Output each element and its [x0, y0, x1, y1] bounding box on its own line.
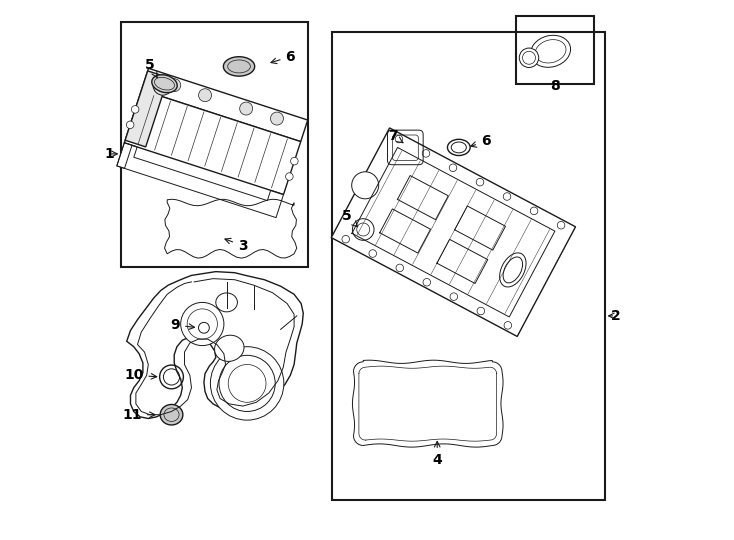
Ellipse shape [154, 77, 175, 90]
Circle shape [504, 322, 512, 329]
Circle shape [519, 48, 539, 68]
Text: 6: 6 [470, 134, 490, 149]
Polygon shape [352, 360, 503, 447]
Circle shape [396, 264, 404, 272]
Ellipse shape [164, 408, 179, 421]
Circle shape [557, 221, 565, 229]
Circle shape [422, 150, 430, 157]
Circle shape [369, 250, 377, 258]
Text: 4: 4 [432, 441, 442, 467]
Ellipse shape [503, 257, 523, 283]
Text: 7: 7 [388, 129, 403, 143]
Polygon shape [127, 272, 303, 418]
Text: 1: 1 [104, 147, 114, 161]
Bar [121, 22, 308, 267]
Text: 2: 2 [611, 309, 620, 323]
Circle shape [168, 79, 181, 92]
Circle shape [199, 89, 211, 102]
Circle shape [286, 173, 293, 180]
Circle shape [240, 102, 252, 115]
Circle shape [181, 302, 224, 346]
Bar [332, 32, 605, 500]
Circle shape [504, 193, 511, 200]
Text: 11: 11 [123, 408, 155, 422]
Ellipse shape [500, 253, 526, 287]
Polygon shape [117, 143, 132, 168]
Polygon shape [331, 128, 575, 336]
Ellipse shape [214, 335, 244, 361]
Polygon shape [126, 71, 168, 147]
Circle shape [153, 76, 172, 95]
Circle shape [211, 347, 284, 420]
Text: 8: 8 [550, 79, 560, 93]
Circle shape [219, 355, 275, 411]
Ellipse shape [216, 293, 237, 312]
Circle shape [187, 309, 217, 339]
Polygon shape [124, 90, 301, 194]
Circle shape [477, 307, 484, 315]
Text: 3: 3 [225, 238, 247, 253]
Circle shape [449, 164, 457, 172]
Ellipse shape [223, 57, 255, 76]
Text: 5: 5 [341, 209, 357, 227]
Text: 6: 6 [271, 50, 295, 64]
Ellipse shape [531, 35, 570, 68]
Text: 5: 5 [145, 58, 157, 78]
Circle shape [342, 235, 349, 243]
Ellipse shape [535, 39, 566, 63]
Bar [515, 16, 594, 84]
Circle shape [271, 112, 283, 125]
Circle shape [530, 207, 538, 214]
Circle shape [395, 135, 403, 143]
Circle shape [291, 157, 298, 165]
Circle shape [126, 121, 134, 129]
Ellipse shape [160, 404, 183, 425]
Ellipse shape [228, 60, 250, 73]
Circle shape [228, 364, 266, 402]
Circle shape [523, 51, 536, 64]
Ellipse shape [152, 75, 177, 93]
Circle shape [476, 178, 484, 186]
Circle shape [352, 172, 379, 199]
Circle shape [198, 322, 209, 333]
Circle shape [450, 293, 457, 300]
Circle shape [131, 106, 139, 113]
Text: 10: 10 [124, 368, 157, 382]
Polygon shape [142, 69, 308, 141]
Polygon shape [164, 199, 297, 258]
Circle shape [423, 279, 431, 286]
Text: 9: 9 [170, 318, 195, 332]
